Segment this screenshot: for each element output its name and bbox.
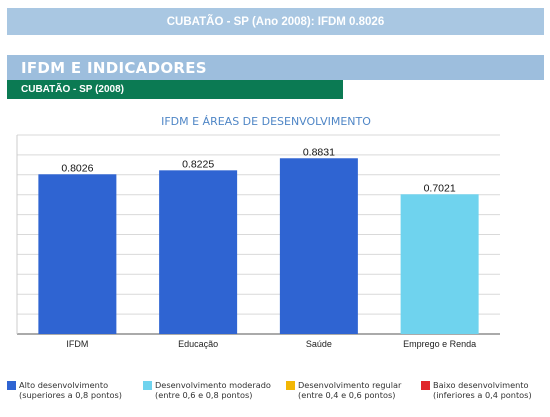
bar-chart: IFDM E ÁREAS DE DESENVOLVIMENTO 0.8026 IFD… [16,115,500,349]
legend-sublabel: (superiores a 0,8 pontos) [19,390,122,400]
legend-label: Desenvolvimento regular [298,380,402,390]
legend-sublabel: (entre 0,4 e 0,6 pontos) [298,390,396,400]
bar [400,194,479,334]
legend-sublabel: (inferiores a 0,4 pontos) [433,390,532,400]
category-label: IFDM [66,339,88,349]
data-label: 0.8831 [303,146,335,158]
legend-item-alto: Alto desenvolvimento (superiores a 0,8 p… [7,380,122,400]
legend-label: Baixo desenvolvimento [433,380,529,390]
page-banner: CUBATÃO - SP (Ano 2008): IFDM 0.8026 [7,8,544,35]
subsection-title: CUBATÃO - SP (2008) [21,84,124,95]
chart-title: IFDM E ÁREAS DE DESENVOLVIMENTO [161,115,371,128]
legend-label: Alto desenvolvimento [19,380,109,390]
legend-item-baixo: Baixo desenvolvimento (inferiores a 0,4 … [421,380,532,400]
legend-sublabel: (entre 0,6 e 0,8 pontos) [155,390,253,400]
bar [38,174,117,334]
banner-title: CUBATÃO - SP (Ano 2008): IFDM 0.8026 [166,15,385,28]
legend-label: Desenvolvimento moderado [155,380,271,390]
legend-item-regular: Desenvolvimento regular (entre 0,4 e 0,6… [286,380,401,400]
legend-swatch [421,381,430,390]
legend-swatch [7,381,16,390]
bar [279,158,358,334]
bar [159,170,238,334]
data-label: 0.7021 [424,182,456,194]
section-title: IFDM E INDICADORES [21,58,207,77]
category-label: Saúde [306,339,332,349]
section-header: IFDM E INDICADORES [7,55,544,80]
legend-swatch [143,381,152,390]
subsection-header: CUBATÃO - SP (2008) [7,80,343,99]
data-label: 0.8225 [182,158,214,170]
category-label: Educação [178,339,218,349]
legend-item-moderado: Desenvolvimento moderado (entre 0,6 e 0,… [143,380,271,400]
category-label: Emprego e Renda [403,339,476,349]
legend-swatch [286,381,295,390]
data-label: 0.8026 [61,162,93,174]
